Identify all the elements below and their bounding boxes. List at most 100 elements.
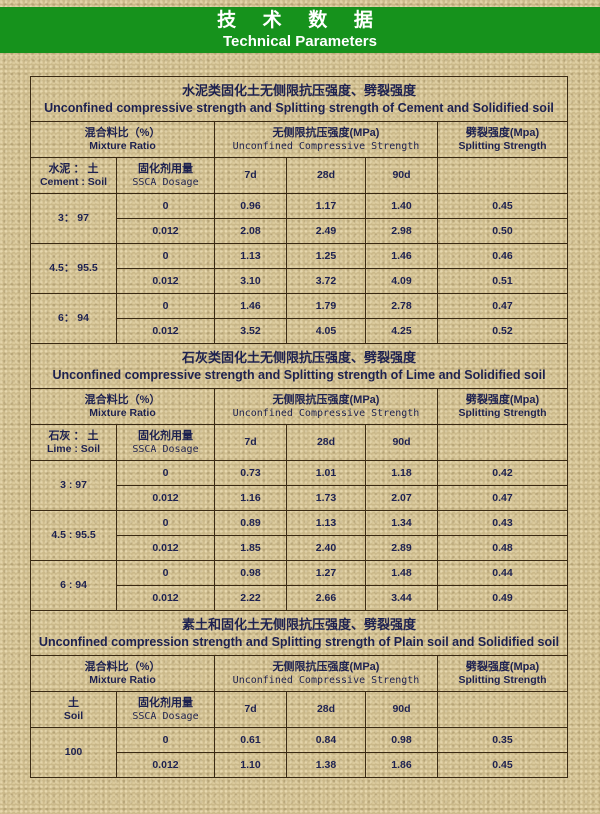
- 28d-cell: 4.05: [286, 318, 366, 344]
- value: 2.08: [240, 224, 261, 237]
- value: 0.012: [152, 491, 179, 504]
- value: 1.46: [391, 249, 412, 262]
- 28d-cell: 3.72: [286, 268, 366, 294]
- value: 1.85: [240, 541, 261, 554]
- mixture-ratio-header: 混合料比（%） Mixture Ratio: [30, 121, 215, 158]
- 7d-cell: 0.98: [214, 560, 287, 586]
- label-zh: 劈裂强度(Mpa): [465, 393, 540, 406]
- header-row: 混合料比（%） Mixture Ratio 无侧限抗压强度(MPa) Unconfin…: [30, 388, 569, 425]
- value: 6 : 94: [60, 579, 87, 591]
- splitting-cell: 0.46: [436, 243, 569, 269]
- subheader-row: 水泥 ： 土 Cement : Soil 固化剂用量 SSCA Dosage 7d 28d…: [30, 157, 569, 194]
- table-row: 4.5 : 95.5 0 0.89 1.13 1.34 0.43: [30, 510, 569, 561]
- label-en: Cement : Soil: [39, 175, 108, 188]
- label-zh: 固化剂用量: [138, 696, 193, 709]
- splitting-cell: 0.49: [436, 585, 569, 611]
- value: 0.45: [492, 758, 513, 771]
- value: 0: [162, 249, 169, 262]
- value: 0: [162, 733, 169, 746]
- ratio-header: 石灰 ： 土 Lime : Soil: [30, 424, 117, 461]
- splitting-header: 劈裂强度(Mpa) Splitting Strength: [436, 388, 569, 425]
- label-en: Unconfined Compressive Strength: [232, 140, 420, 152]
- value: 0.49: [492, 591, 513, 604]
- value: 0.47: [492, 299, 513, 312]
- table-row: 0.012 1.16 1.73 2.07 0.47: [31, 485, 569, 511]
- page-title-en: Technical Parameters: [223, 33, 377, 50]
- 90d-cell: 2.98: [365, 218, 438, 244]
- 7d-cell: 0.96: [214, 193, 287, 219]
- section-title-row: 水泥类固化土无侧限抗压强度、劈裂强度 Unconfined compressive…: [29, 76, 569, 122]
- dosage-header: 固化剂用量 SSCA Dosage: [116, 157, 215, 194]
- label-en: Soil: [63, 709, 84, 722]
- table-row: 6 : 94 0 0.98 1.27 1.48 0.44: [30, 560, 569, 611]
- value: 1.48: [391, 566, 412, 579]
- 28d-cell: 2.66: [286, 585, 366, 611]
- dosage-cell: 0: [116, 243, 215, 269]
- dosage-cell: 0: [116, 510, 215, 536]
- 7d-cell: 0.61: [214, 727, 287, 753]
- 28d-cell: 1.01: [286, 460, 366, 486]
- 7d-cell: 1.46: [214, 293, 287, 319]
- value: 1.46: [240, 299, 261, 312]
- 90d-cell: 1.46: [365, 243, 438, 269]
- value: 0: [162, 199, 169, 212]
- label-zh: 固化剂用量: [138, 429, 193, 442]
- value: 1.17: [315, 199, 337, 212]
- value: 1.34: [391, 516, 412, 529]
- empty-header: [436, 157, 569, 194]
- value: 0: [162, 566, 169, 579]
- value: 2.07: [391, 491, 412, 504]
- value: 0.89: [240, 516, 261, 529]
- table-row: 4.5： 95.5 0 1.13 1.25 1.46 0.46: [30, 243, 569, 294]
- label-en: Mixture Ratio: [89, 139, 156, 152]
- section-title: 水泥类固化土无侧限抗压强度、劈裂强度 Unconfined compressive…: [29, 76, 569, 122]
- dosage-header: 固化剂用量 SSCA Dosage: [116, 424, 215, 461]
- 90d-cell: 1.18: [365, 460, 438, 486]
- empty-header: [436, 424, 569, 461]
- value: 1.79: [315, 299, 337, 312]
- table-row: 100 0 0.61 0.84 0.98 0.35: [30, 727, 569, 778]
- header-row: 混合料比（%） Mixture Ratio 无侧限抗压强度(MPa) Unconfin…: [30, 121, 569, 158]
- dosage-cell: 0.012: [116, 218, 215, 244]
- 90d-cell: 4.09: [365, 268, 438, 294]
- label-en: Mixture Ratio: [89, 406, 156, 419]
- value: 4.5 : 95.5: [51, 529, 96, 541]
- mixture-ratio-header: 混合料比（%） Mixture Ratio: [30, 655, 215, 692]
- table-row: 6： 94 0 1.46 1.79 2.78 0.47: [30, 293, 569, 344]
- 7d-cell: 1.16: [214, 485, 287, 511]
- subheader-row: 土 Soil 固化剂用量 SSCA Dosage 7d 28d 90d: [30, 691, 569, 728]
- dosage-cell: 0.012: [116, 585, 215, 611]
- value: 0.44: [492, 566, 513, 579]
- value: 1.40: [391, 199, 412, 212]
- 90d-cell: 1.48: [365, 560, 438, 586]
- subheader-row: 石灰 ： 土 Lime : Soil 固化剂用量 SSCA Dosage 7d 28d 90…: [30, 424, 569, 461]
- 90d-cell: 2.78: [365, 293, 438, 319]
- 28d-cell: 1.13: [286, 510, 366, 536]
- dosage-cell: 0.012: [116, 318, 215, 344]
- value: 3.72: [315, 274, 337, 287]
- table-row: 0.012 1.10 1.38 1.86 0.45: [31, 752, 569, 778]
- splitting-cell: 0.45: [436, 752, 569, 778]
- value: 0.98: [240, 566, 261, 579]
- value: 1.27: [315, 566, 337, 579]
- 90d-header: 90d: [365, 691, 438, 728]
- value: 1.16: [240, 491, 261, 504]
- label: 28d: [316, 436, 336, 448]
- table-row: 3 : 97 0 0.73 1.01 1.18 0.42: [30, 460, 569, 511]
- value: 2.49: [315, 224, 337, 237]
- 7d-cell: 1.10: [214, 752, 287, 778]
- splitting-cell: 0.42: [436, 460, 569, 486]
- label-zh: 无侧限抗压强度(MPa): [272, 126, 380, 139]
- 7d-header: 7d: [214, 424, 287, 461]
- splitting-cell: 0.50: [436, 218, 569, 244]
- value: 1.13: [240, 249, 261, 262]
- table-row: 0.012 2.22 2.66 3.44 0.49: [31, 585, 569, 611]
- value: 0: [162, 516, 169, 529]
- label-en: SSCA Dosage: [132, 710, 199, 722]
- splitting-cell: 0.51: [436, 268, 569, 294]
- 28d-header: 28d: [286, 691, 366, 728]
- ratio-cell: 100: [30, 727, 117, 778]
- table-row: 3： 97 0 0.96 1.17 1.40 0.45: [30, 193, 569, 244]
- value: 0.012: [152, 224, 179, 237]
- section-title: 石灰类固化土无侧限抗压强度、劈裂强度 Unconfined compressive…: [29, 343, 569, 389]
